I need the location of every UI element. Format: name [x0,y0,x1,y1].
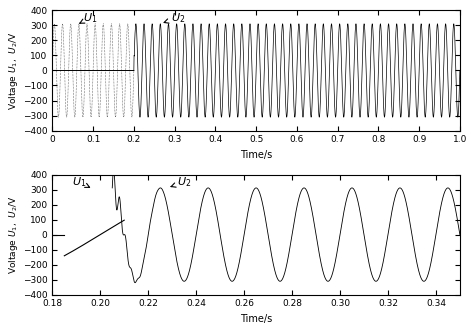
Text: $U_2$: $U_2$ [164,11,185,25]
Text: $U_2$: $U_2$ [171,175,191,189]
Text: $U_1$: $U_1$ [80,11,97,25]
Y-axis label: Voltage $U_1$,  $U_2$/V: Voltage $U_1$, $U_2$/V [7,195,20,274]
X-axis label: Time/s: Time/s [240,150,272,160]
X-axis label: Time/s: Time/s [240,314,272,324]
Text: $U_1$: $U_1$ [72,175,90,189]
Y-axis label: Voltage $U_1$,  $U_2$/V: Voltage $U_1$, $U_2$/V [7,31,20,110]
